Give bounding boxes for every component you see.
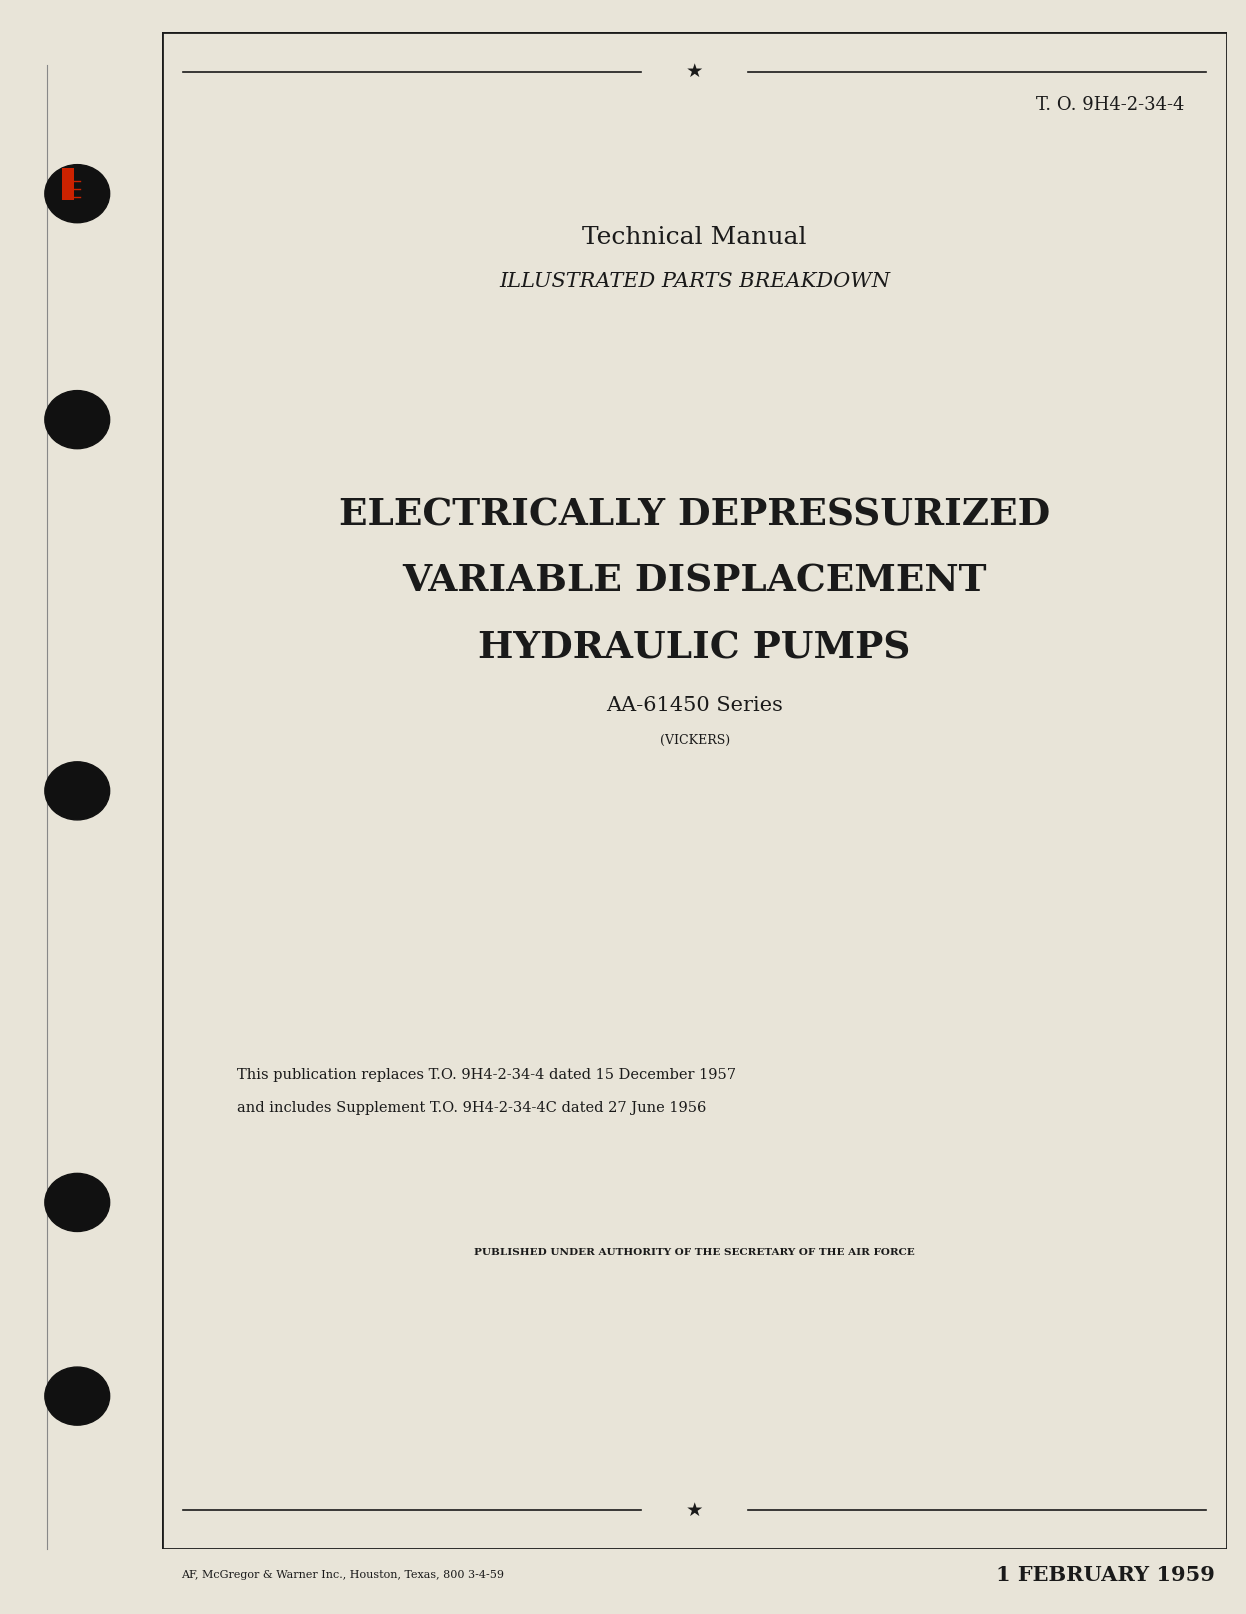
Text: VARIABLE DISPLACEMENT: VARIABLE DISPLACEMENT (402, 563, 987, 600)
Text: ★: ★ (685, 63, 704, 81)
Text: (VICKERS): (VICKERS) (659, 734, 730, 747)
Text: This publication replaces T.O. 9H4-2-34-4 dated 15 December 1957: This publication replaces T.O. 9H4-2-34-… (237, 1067, 735, 1081)
Text: Technical Manual: Technical Manual (582, 226, 807, 249)
Text: AA-61450 Series: AA-61450 Series (607, 696, 782, 715)
Text: HYDRAULIC PUMPS: HYDRAULIC PUMPS (478, 629, 911, 667)
Text: ★: ★ (685, 1501, 704, 1519)
Text: ELECTRICALLY DEPRESSURIZED: ELECTRICALLY DEPRESSURIZED (339, 495, 1050, 533)
Text: T. O. 9H4-2-34-4: T. O. 9H4-2-34-4 (1037, 97, 1185, 115)
Text: ILLUSTRATED PARTS BREAKDOWN: ILLUSTRATED PARTS BREAKDOWN (500, 271, 890, 291)
Text: 1 FEBRUARY 1959: 1 FEBRUARY 1959 (996, 1566, 1215, 1585)
Text: AF, McGregor & Warner Inc., Houston, Texas, 800 3-4-59: AF, McGregor & Warner Inc., Houston, Tex… (181, 1570, 503, 1580)
Text: PUBLISHED UNDER AUTHORITY OF THE SECRETARY OF THE AIR FORCE: PUBLISHED UNDER AUTHORITY OF THE SECRETA… (475, 1248, 915, 1257)
Text: and includes Supplement T.O. 9H4-2-34-4C dated 27 June 1956: and includes Supplement T.O. 9H4-2-34-4C… (237, 1101, 706, 1115)
